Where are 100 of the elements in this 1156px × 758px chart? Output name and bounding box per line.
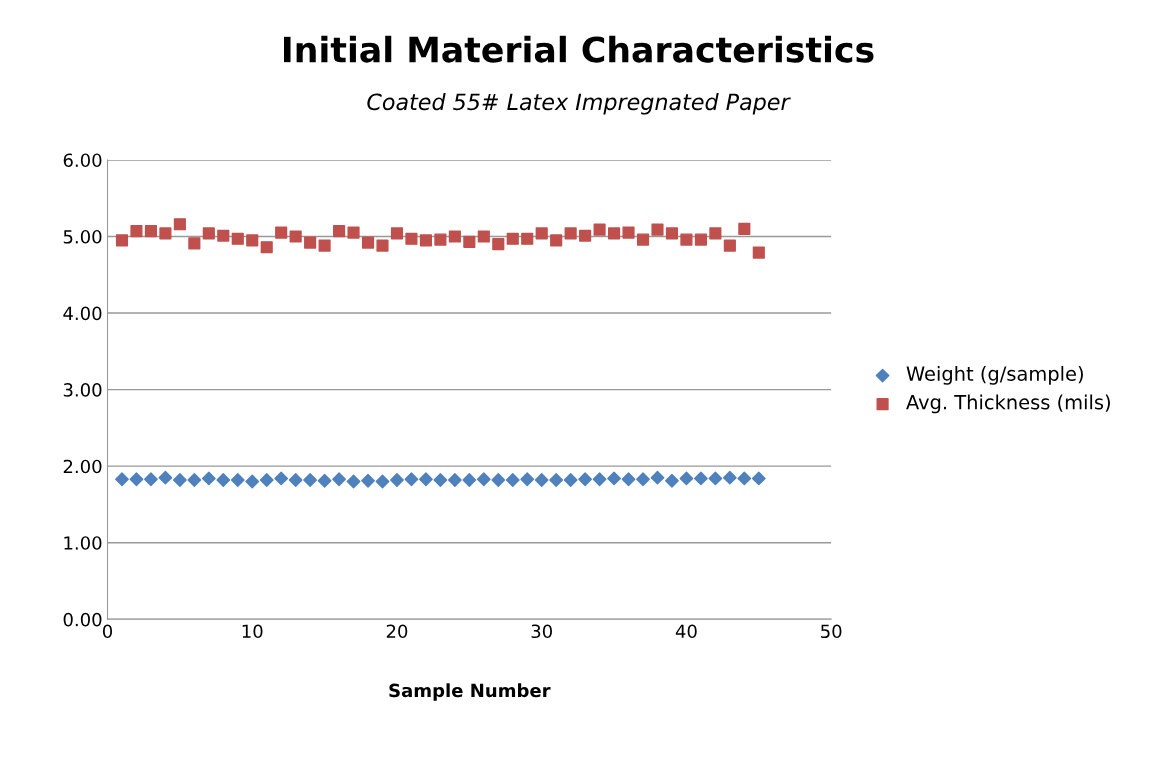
point xyxy=(534,473,549,487)
point xyxy=(317,473,332,488)
point xyxy=(564,227,577,240)
point xyxy=(636,472,650,487)
point xyxy=(650,470,665,485)
x-tick-label: 20 xyxy=(386,624,408,639)
point xyxy=(318,239,331,252)
point xyxy=(693,471,708,486)
point xyxy=(593,223,606,236)
point xyxy=(463,235,476,248)
point xyxy=(621,472,636,487)
point xyxy=(505,473,520,487)
point xyxy=(361,473,375,488)
point xyxy=(622,226,635,239)
point xyxy=(448,230,461,243)
point xyxy=(521,232,534,245)
y-tick-label: 6.00 xyxy=(63,153,102,168)
point xyxy=(159,227,172,240)
point xyxy=(187,473,202,487)
point xyxy=(361,236,375,249)
point xyxy=(751,471,766,486)
point xyxy=(376,239,389,252)
point xyxy=(333,225,346,238)
point xyxy=(332,472,346,487)
y-tick-label: 1.00 xyxy=(64,536,102,550)
point xyxy=(651,223,664,236)
y-tick-label: 5.00 xyxy=(63,229,102,244)
x-tick-label: 50 xyxy=(821,624,842,639)
legend-label: Avg. Thickness (mils) xyxy=(906,394,1110,414)
point xyxy=(679,471,694,486)
x-axis-title: Sample Number xyxy=(389,683,551,701)
y-tick-label: 2.00 xyxy=(63,459,102,474)
point xyxy=(723,239,736,252)
point xyxy=(462,473,477,487)
point xyxy=(433,473,448,487)
point xyxy=(694,233,707,246)
point xyxy=(708,471,723,486)
point xyxy=(636,233,650,246)
point xyxy=(476,472,491,487)
point xyxy=(304,236,317,249)
point xyxy=(579,229,592,242)
point xyxy=(216,473,231,487)
point xyxy=(549,473,564,487)
point xyxy=(607,227,621,240)
point xyxy=(680,233,693,246)
x-tick-label: 10 xyxy=(242,624,263,639)
point xyxy=(492,238,505,251)
point xyxy=(665,473,679,488)
point xyxy=(419,472,433,487)
x-tick-label: 30 xyxy=(531,624,552,639)
point xyxy=(144,225,158,238)
point xyxy=(288,473,303,487)
point xyxy=(535,227,548,240)
point xyxy=(130,225,143,238)
point xyxy=(173,218,186,231)
chart-subtitle: Coated 55# Latex Impregnated Paper xyxy=(367,93,791,115)
point xyxy=(447,473,462,487)
point xyxy=(230,473,245,487)
point xyxy=(158,470,173,485)
point xyxy=(592,472,607,487)
point xyxy=(737,471,752,486)
point xyxy=(115,472,129,487)
point xyxy=(722,470,737,485)
point xyxy=(404,472,419,487)
point xyxy=(520,472,535,487)
point xyxy=(346,474,361,489)
x-tick-label: 40 xyxy=(675,624,697,639)
point xyxy=(202,227,215,240)
point xyxy=(738,222,751,235)
point xyxy=(115,234,129,247)
point xyxy=(491,473,506,487)
point xyxy=(550,234,563,247)
point xyxy=(434,233,447,246)
point xyxy=(607,471,621,486)
point xyxy=(246,234,259,247)
point xyxy=(303,473,318,487)
point xyxy=(231,232,244,245)
point xyxy=(259,473,274,487)
point xyxy=(419,234,432,247)
point xyxy=(188,237,201,250)
point xyxy=(274,471,289,486)
legend-label: Weight (g/sample) xyxy=(906,365,1083,385)
point xyxy=(347,226,360,239)
point xyxy=(390,473,404,487)
point xyxy=(172,473,187,487)
point xyxy=(260,241,273,254)
point xyxy=(563,473,578,487)
point xyxy=(245,474,260,489)
point xyxy=(217,229,230,242)
point xyxy=(275,226,288,239)
point xyxy=(144,472,158,487)
y-tick-label: 3.00 xyxy=(63,383,102,397)
point xyxy=(201,471,216,486)
point xyxy=(289,230,302,243)
point xyxy=(506,232,519,245)
y-tick-label: 0.00 xyxy=(63,612,102,627)
point xyxy=(578,472,593,487)
y-tick-label: 4.00 xyxy=(63,306,102,321)
point xyxy=(665,227,679,240)
x-tick-label: 0 xyxy=(102,624,113,639)
